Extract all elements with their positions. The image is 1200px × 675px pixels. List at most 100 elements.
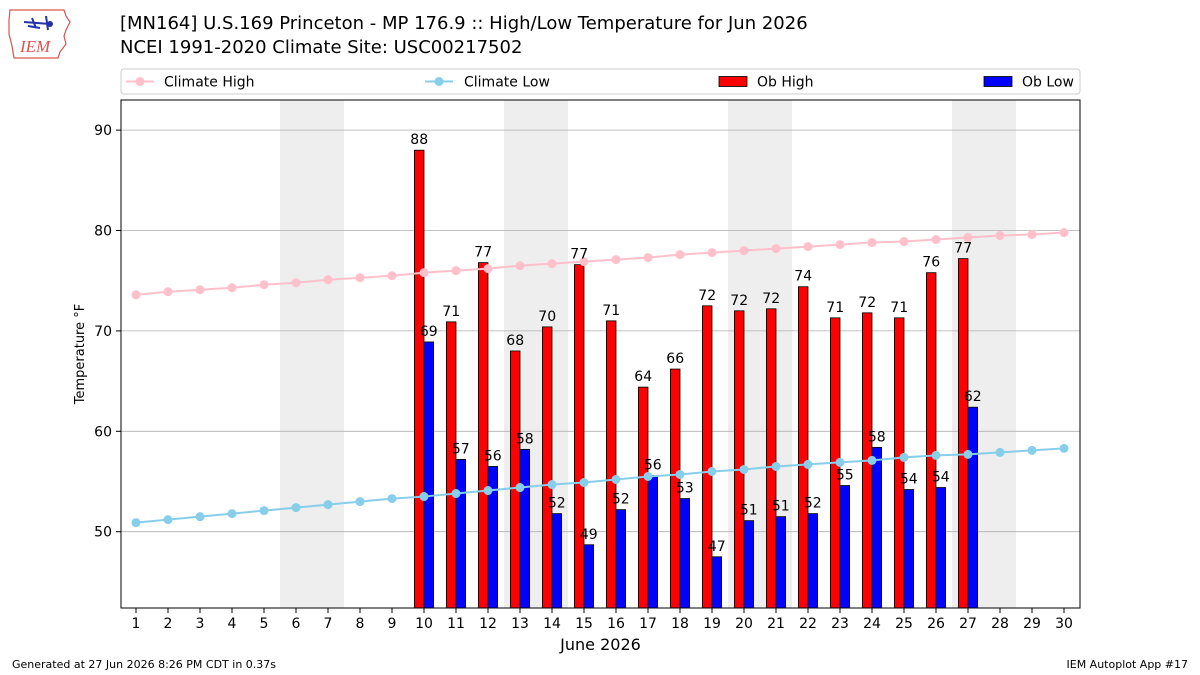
x-tick-label: 17: [639, 616, 657, 632]
ob-low-label: 58: [516, 431, 534, 447]
climate-high-point: [195, 285, 205, 295]
ob-low-bar: [967, 406, 979, 609]
app-label: IEM Autoplot App #17: [1066, 658, 1189, 671]
ob-low-bar: [647, 475, 659, 609]
ob-low-label: 58: [868, 429, 886, 445]
climate-high-point: [323, 275, 333, 285]
x-tick-label: 14: [543, 616, 561, 632]
x-tick-label: 21: [767, 616, 785, 632]
climate-low-point: [1027, 445, 1037, 455]
ob-high-bar: [542, 326, 553, 609]
chart-title: [MN164] U.S.169 Princeton - MP 176.9 :: …: [120, 13, 808, 34]
weather-station-icon: [23, 15, 51, 31]
ob-high-label: 70: [538, 309, 556, 325]
climate-low-point: [899, 452, 909, 462]
ob-high-label: 64: [634, 369, 652, 385]
ob-high-label: 71: [602, 303, 620, 319]
climate-low-point: [323, 500, 333, 510]
ob-low-bar: [903, 489, 915, 609]
ob-high-label: 77: [954, 241, 972, 257]
ob-high-label: 71: [442, 304, 460, 320]
climate-low-point: [163, 515, 173, 525]
ob-high-label: 68: [506, 333, 524, 349]
ob-high-bar: [766, 308, 777, 609]
x-tick-label: 10: [415, 616, 433, 632]
x-axis-label: June 2026: [559, 635, 641, 654]
y-tick-label: 60: [94, 424, 112, 440]
ob-high-bar: [926, 272, 937, 609]
climate-low-point: [483, 486, 493, 496]
climate-low-point: [771, 461, 781, 471]
climate-high-point: [675, 250, 685, 260]
x-tick-label: 12: [479, 616, 497, 632]
legend-ob-high-swatch: [718, 76, 748, 87]
x-tick-label: 25: [895, 616, 913, 632]
ob-low-bar: [615, 509, 627, 609]
ob-high-bar: [445, 321, 457, 609]
climate-low-point: [867, 455, 877, 465]
climate-high-point: [643, 253, 653, 263]
climate-high-point: [771, 244, 781, 254]
climate-high-point: [803, 242, 813, 252]
station-dot: [47, 21, 53, 27]
ob-low-label: 55: [836, 468, 854, 484]
climate-high-point: [515, 261, 525, 271]
climate-high-point: [387, 271, 397, 281]
climate-low-point: [451, 489, 461, 499]
ob-low-bar: [871, 446, 883, 609]
ob-high-label: 71: [890, 300, 908, 316]
ob-low-bar: [935, 487, 947, 609]
ob-low-label: 52: [548, 496, 566, 512]
climate-low-point: [1059, 443, 1069, 453]
iowa-outline: [8, 9, 71, 59]
climate-low-point: [579, 478, 589, 488]
x-tick-label: 4: [228, 616, 237, 632]
climate-low-point: [195, 512, 205, 522]
x-tick-label: 9: [388, 616, 397, 632]
ob-low-label: 51: [772, 499, 790, 515]
ob-low-bar: [839, 485, 851, 609]
climate-high-point: [963, 233, 973, 243]
x-tick-label: 7: [324, 616, 333, 632]
ob-high-label: 72: [730, 293, 748, 309]
climate-low-point: [259, 506, 269, 516]
x-tick-label: 28: [991, 616, 1009, 632]
climate-high-point: [867, 238, 877, 248]
ob-high-bar: [734, 310, 745, 609]
climate-high-point: [899, 237, 909, 247]
climate-low-point: [227, 509, 237, 519]
climate-low-point: [387, 494, 397, 504]
legend-climate-high-marker: [135, 77, 145, 86]
x-tick-label: 27: [959, 616, 977, 632]
climate-low-point: [355, 497, 365, 507]
climate-low-point: [419, 492, 429, 502]
climate-low-point: [515, 483, 525, 493]
weekend-band: [280, 100, 344, 608]
y-tick-label: 80: [94, 224, 112, 240]
ob-high-label: 66: [666, 351, 684, 367]
ob-high-bar: [413, 149, 425, 609]
climate-low-point: [131, 518, 141, 528]
ob-low-label: 69: [420, 324, 438, 340]
x-tick-label: 5: [260, 616, 269, 632]
climate-high-point: [1059, 228, 1069, 238]
ob-low-bar: [583, 544, 595, 609]
y-tick-label: 50: [94, 525, 112, 541]
y-axis-label: Temperature °F: [73, 304, 88, 405]
climate-high-point: [483, 264, 493, 274]
ob-low-label: 57: [452, 441, 470, 457]
ob-low-bar: [455, 459, 467, 609]
climate-low-point: [675, 469, 685, 479]
climate-low-point: [835, 457, 845, 467]
ob-low-label: 52: [804, 496, 822, 512]
ob-high-label: 74: [794, 269, 812, 285]
climate-high-point: [931, 235, 941, 245]
climate-high-point: [451, 266, 461, 276]
ob-high-bar: [638, 386, 649, 609]
x-tick-label: 26: [927, 616, 945, 632]
ob-high-label: 88: [410, 132, 428, 148]
climate-high-point: [1027, 230, 1037, 240]
climate-high-point: [227, 283, 237, 293]
x-tick-label: 11: [447, 616, 465, 632]
